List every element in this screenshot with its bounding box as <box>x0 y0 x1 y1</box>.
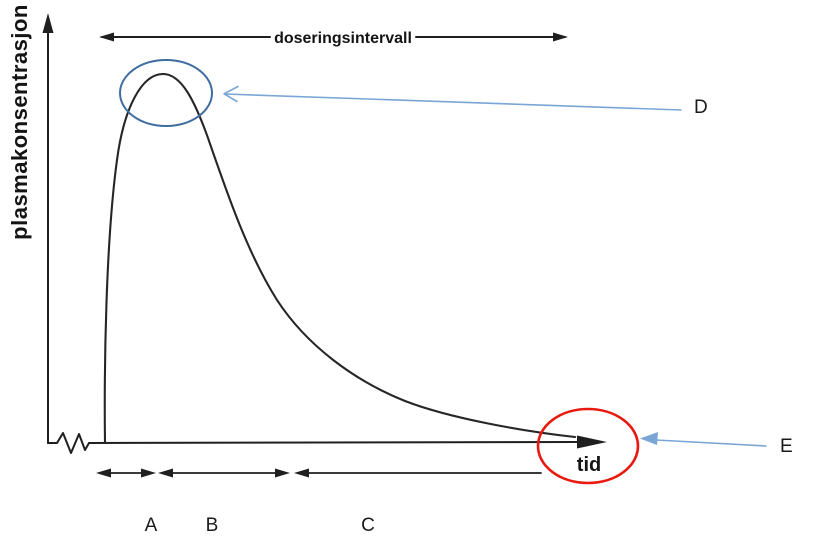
peak-highlight-ellipse <box>119 59 213 127</box>
axis-end-callout: E <box>536 407 793 485</box>
interval-a-right-arrowhead-icon <box>141 468 156 478</box>
dosing-interval-label: doseringsintervall <box>274 30 412 47</box>
concentration-curve <box>103 72 577 445</box>
axis-end-callout-label: E <box>780 436 793 457</box>
y-axis-label: plasmakonsentrasjon <box>7 4 32 240</box>
interval-c-label: C <box>361 515 375 536</box>
axis-end-callout-line <box>655 439 767 447</box>
axis-end-callout-arrowhead-icon <box>640 432 658 445</box>
interval-b-right-arrowhead-icon <box>275 468 290 478</box>
y-axis: plasmakonsentrasjon <box>7 4 54 444</box>
peak-callout-line <box>224 93 682 111</box>
peak-callout-label: D <box>694 97 708 118</box>
x-axis: tid <box>47 432 607 476</box>
interval-c-left-arrowhead-icon <box>294 468 309 478</box>
dosing-interval-span: doseringsintervall <box>99 30 568 47</box>
y-axis-arrowhead-icon <box>42 13 54 33</box>
peak-callout-arrowhead-icon <box>223 85 239 103</box>
interval-a-left-arrowhead-icon <box>96 468 111 478</box>
interval-b-label: B <box>206 515 219 536</box>
x-axis-label: tid <box>577 454 601 476</box>
dosing-interval-right-arrowhead-icon <box>553 32 568 42</box>
interval-arrows: A B C <box>96 468 542 536</box>
dosing-interval-left-arrowhead-icon <box>99 32 114 42</box>
interval-b-left-arrowhead-icon <box>158 468 173 478</box>
interval-a-label: A <box>145 515 158 536</box>
axis-end-highlight-ellipse <box>536 407 640 485</box>
peak-callout: D <box>119 59 708 127</box>
x-axis-arrowhead-icon <box>577 435 607 449</box>
x-axis-line <box>47 432 579 454</box>
